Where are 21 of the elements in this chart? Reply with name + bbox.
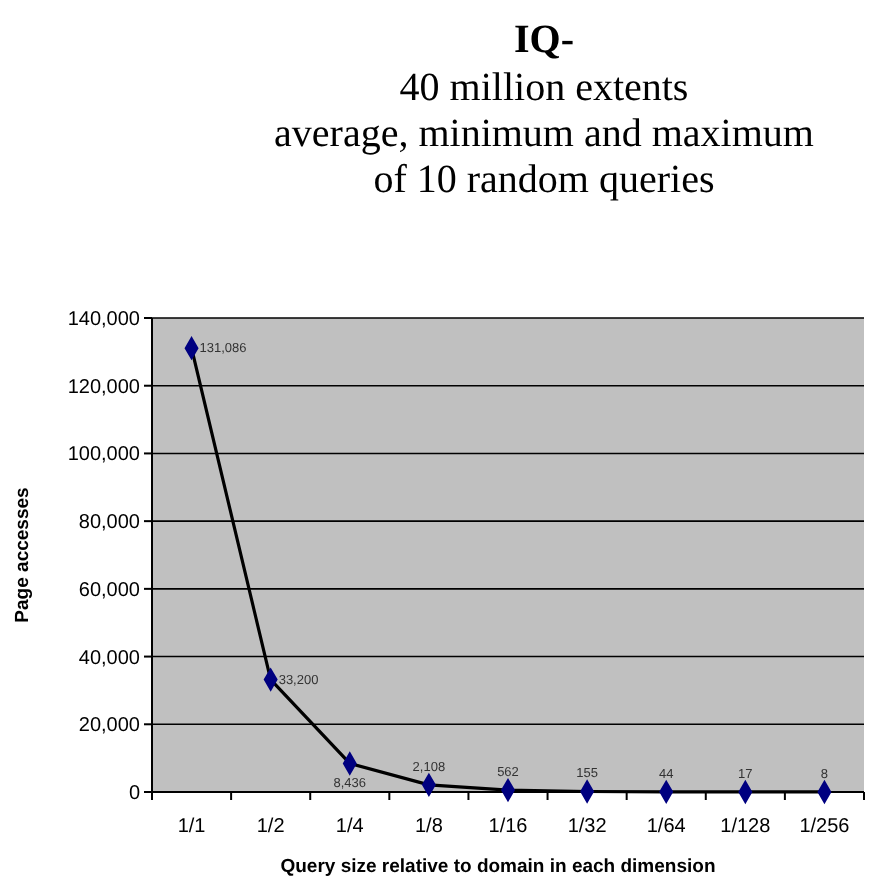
x-axis-title: Query size relative to domain in each dimension — [280, 856, 716, 878]
x-tick-label: 1/256 — [799, 816, 851, 838]
y-tick-label: 40,000 — [78, 647, 141, 670]
chart-subtitle: 40 million extents average, minimum and maximum of 10 random queries — [274, 66, 815, 202]
x-tick-label: 1/1 — [177, 816, 207, 838]
y-tick-label: 140,000 — [67, 309, 141, 331]
x-tick-label: 1/64 — [646, 816, 687, 838]
y-tick-label: 120,000 — [67, 376, 141, 399]
y-tick-label: 60,000 — [78, 579, 141, 602]
y-tick-label: 0 — [128, 783, 141, 805]
y-tick-label: 100,000 — [67, 444, 141, 467]
x-tick-label: 1/2 — [256, 816, 286, 838]
x-tick-label: 1/4 — [335, 816, 365, 838]
y-tick-label: 20,000 — [78, 715, 141, 738]
y-axis-title: Page accesses — [12, 487, 34, 623]
x-tick-label: 1/32 — [567, 816, 608, 838]
y-tick-label: 80,000 — [78, 512, 141, 535]
x-tick-label: 1/16 — [488, 816, 529, 838]
chart-title: IQ- — [514, 18, 574, 62]
x-tick-label: 1/128 — [720, 816, 772, 838]
x-tick-label: 1/8 — [414, 816, 444, 838]
